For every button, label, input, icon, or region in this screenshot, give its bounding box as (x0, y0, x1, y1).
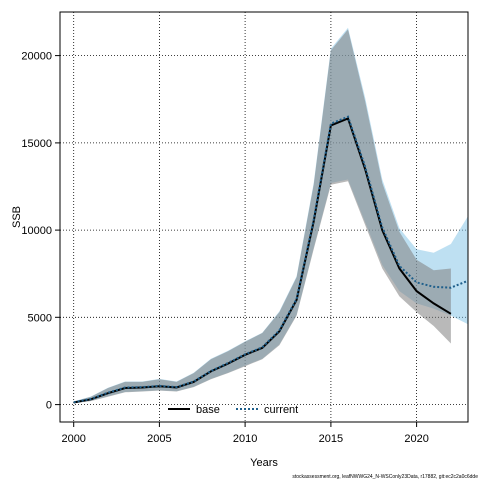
y-tick-label-0: 0 (46, 400, 52, 412)
x-tick-label-2005: 2005 (147, 433, 171, 445)
x-tick-label-2020: 2020 (404, 433, 428, 445)
y-axis-title: SSB (11, 206, 23, 228)
x-tick-label-2000: 2000 (61, 433, 85, 445)
legend-label-current: current (264, 404, 298, 416)
band-base (73, 29, 451, 404)
legend: base current (168, 404, 298, 416)
legend-label-base: base (196, 404, 220, 416)
y-tick-label-10000: 10000 (21, 225, 52, 237)
x-tick-label-2010: 2010 (233, 433, 257, 445)
x-axis-title: Years (250, 457, 278, 469)
confidence-bands (73, 27, 468, 404)
series-lines (73, 115, 469, 404)
y-tick-label-20000: 20000 (21, 51, 52, 63)
y-tick-label-5000: 5000 (28, 312, 52, 324)
x-tick-label-2015: 2015 (319, 433, 343, 445)
grid-lines (60, 12, 468, 422)
y-tick-label-15000: 15000 (21, 138, 52, 150)
band-current (73, 27, 468, 404)
y-axis: 0 5000 10000 15000 20000 (21, 51, 60, 412)
x-axis: 2000 2005 2010 2015 2020 (61, 422, 429, 445)
footnote: stockassessment.org, leafNWWG24_N-WSConl… (292, 474, 478, 480)
plot-background (60, 12, 468, 422)
plot-frame (59, 11, 469, 423)
